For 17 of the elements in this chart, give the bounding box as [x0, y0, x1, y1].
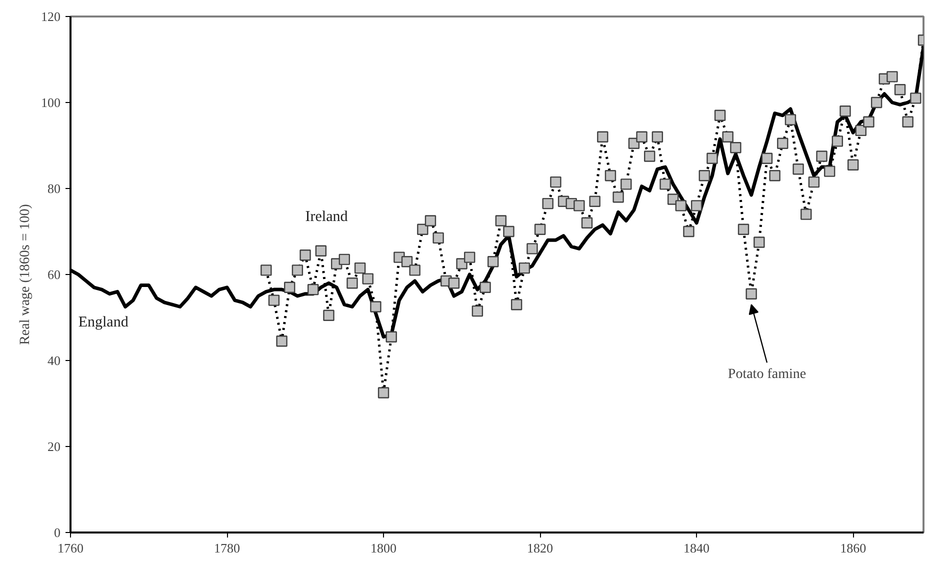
y-tick-label: 100 [41, 95, 60, 110]
x-tick-label: 1760 [58, 540, 84, 556]
annotation: Potato famine [728, 366, 806, 382]
x-tick-label: 1840 [684, 540, 710, 556]
y-tick-label: 20 [48, 439, 60, 454]
x-tick-label: 1820 [527, 540, 554, 556]
x-tick-label: 1860 [840, 540, 866, 556]
x-tick-label: 1780 [214, 540, 240, 556]
y-tick-label: 40 [48, 353, 60, 368]
y-tick-label: 80 [48, 181, 60, 196]
y-tick-label: 60 [48, 267, 60, 282]
series-label: England [78, 314, 129, 330]
x-tick-label: 1800 [370, 540, 397, 556]
y-axis-title: Real wage (1860s = 100) [18, 204, 33, 345]
series-label: Ireland [305, 209, 348, 226]
y-tick-label: 120 [41, 9, 60, 24]
y-tick-label: 0 [54, 525, 60, 540]
